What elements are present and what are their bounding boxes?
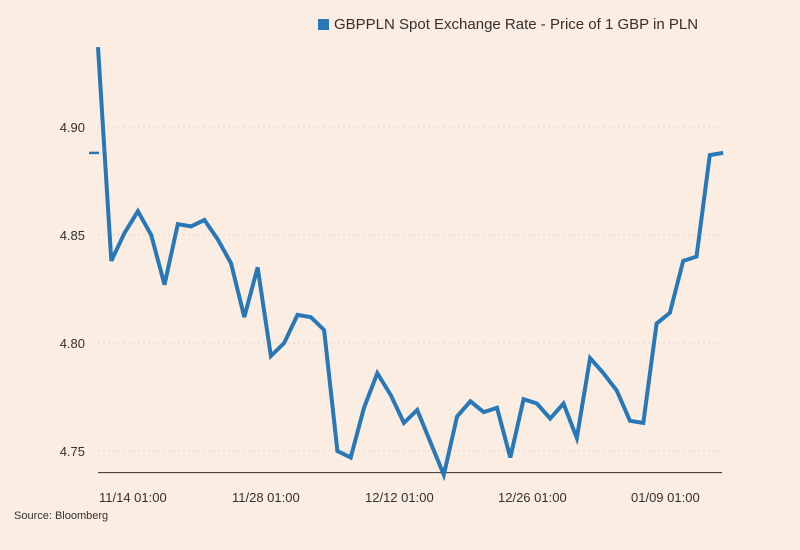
y-tick-label: 4.90: [60, 120, 85, 135]
x-tick-label: 12/12 01:00: [365, 490, 434, 505]
legend-label: GBPPLN Spot Exchange Rate - Price of 1 G…: [334, 16, 699, 33]
series-line: [96, 46, 724, 482]
x-tick-label: 11/14 01:00: [99, 490, 167, 505]
x-tick-label: 01/09 01:00: [631, 490, 700, 505]
x-tick-label: 12/26 01:00: [498, 490, 567, 505]
x-tick-label: 11/28 01:00: [232, 490, 300, 505]
legend: GBPPLN Spot Exchange Rate - Price of 1 G…: [318, 16, 698, 33]
y-tick-label: 4.75: [60, 444, 85, 459]
y-tick-label: 4.80: [60, 336, 85, 351]
source-note: Source: Bloomberg: [14, 510, 109, 522]
legend-swatch: [318, 19, 329, 30]
y-tick-label: 4.85: [60, 228, 85, 243]
